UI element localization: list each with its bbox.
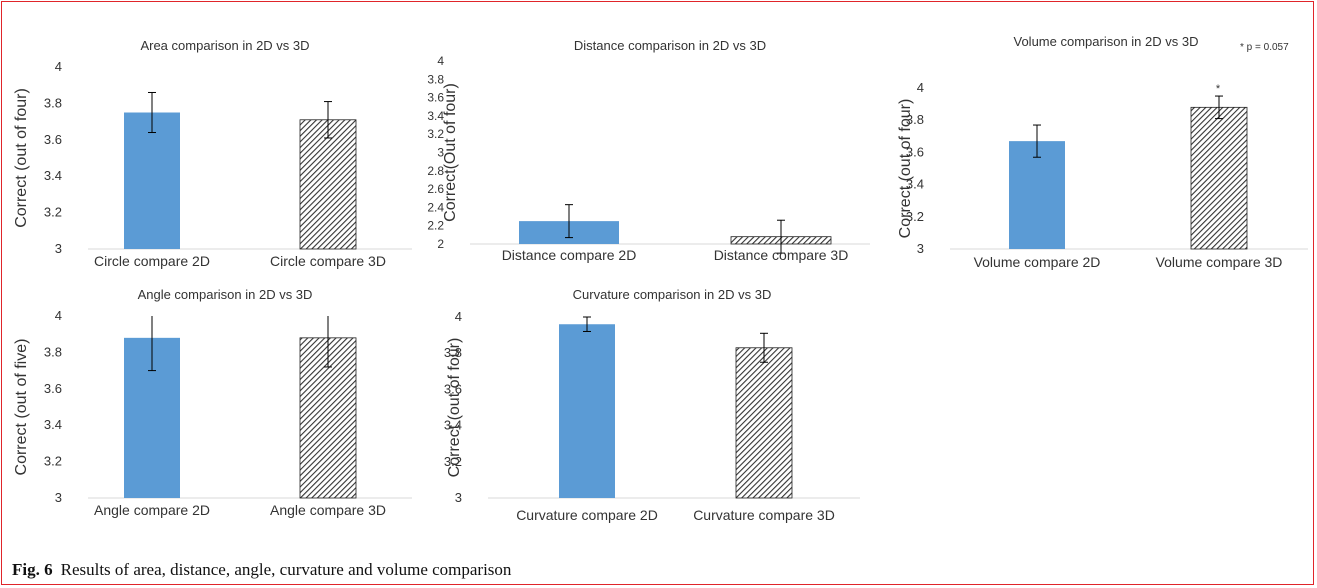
- y-tick-label: 3.2: [427, 127, 444, 141]
- y-tick-label: 2.4: [427, 200, 444, 214]
- y-tick-label: 3.2: [44, 454, 62, 469]
- y-tick-label: 3: [917, 241, 924, 256]
- chart-title: Area comparison in 2D vs 3D: [140, 38, 309, 53]
- category-label: Circle compare 3D: [270, 253, 386, 269]
- y-tick-label: 3: [55, 490, 62, 505]
- bar-3d: [735, 347, 793, 499]
- y-tick-label: 3.8: [44, 344, 62, 359]
- y-tick-label: 4: [455, 309, 462, 324]
- bar-2d: [124, 112, 180, 249]
- category-label: Curvature compare 3D: [693, 507, 835, 523]
- y-tick-label: 3: [437, 146, 444, 160]
- caption-text: Results of area, distance, angle, curvat…: [60, 560, 512, 579]
- bar-3d: [1190, 106, 1248, 250]
- y-tick-label: 3.6: [906, 144, 924, 159]
- y-tick-label: 3: [455, 490, 462, 505]
- bar-3d: [299, 119, 357, 250]
- figure-charts: Area comparison in 2D vs 3D 3 3.2 3.4 3.6 3.8…: [13, 34, 1308, 523]
- y-tick-label: 2: [437, 237, 444, 251]
- y-tick-label: 2.2: [427, 219, 444, 233]
- y-tick-label: 3.4: [44, 417, 62, 432]
- y-tick-label: 3.4: [444, 418, 462, 433]
- y-tick-label: 3: [55, 241, 62, 256]
- chart-panel-4: Angle comparison in 2D vs 3D 3 3.2 3.4 3.6 3.…: [13, 287, 412, 518]
- chart-title: Distance comparison in 2D vs 3D: [574, 38, 766, 53]
- category-label: Volume compare 3D: [1156, 254, 1283, 270]
- y-tick-label: 3.6: [44, 132, 62, 147]
- y-axis-label: Correct (out of five): [13, 339, 30, 476]
- y-tick-label: 3.6: [427, 91, 444, 105]
- y-tick-label: 3.8: [427, 72, 444, 86]
- y-tick-label: 2.6: [427, 182, 444, 196]
- y-axis-label: Correct (out of four): [13, 88, 30, 228]
- y-tick-label: 4: [55, 308, 62, 323]
- chart-panel-3: Volume comparison in 2D vs 3D 3 3.2 3.4 3.6 3…: [897, 34, 1308, 270]
- y-tick-label: 3.2: [906, 209, 924, 224]
- chart-panel-5: Curvature comparison in 2D vs 3D 3 3.2 3.4 3…: [444, 287, 860, 523]
- figure-caption: Fig. 6 Results of area, distance, angle, …: [12, 560, 511, 580]
- y-tick-label: 4: [437, 54, 444, 68]
- y-tick-label: 4: [917, 80, 924, 95]
- y-tick-label: 3.2: [44, 205, 62, 220]
- y-tick-label: 3.4: [427, 109, 444, 123]
- chart-title: Curvature comparison in 2D vs 3D: [573, 287, 772, 302]
- y-tick-label: 3.2: [444, 454, 462, 469]
- y-tick-label: 3.8: [444, 345, 462, 360]
- chart-panel-2: Distance comparison in 2D vs 3D 2 2.2 2.4 2.…: [427, 38, 870, 263]
- y-tick-label: 3.6: [44, 381, 62, 396]
- y-tick-label: 2.8: [427, 164, 444, 178]
- y-tick-label: 3.8: [44, 95, 62, 110]
- chart-title: Volume comparison in 2D vs 3D: [1014, 34, 1199, 49]
- bar-2d: [559, 324, 615, 498]
- category-label: Circle compare 2D: [94, 253, 210, 269]
- category-label: Volume compare 2D: [974, 254, 1101, 270]
- y-axis-label: Correct(Out of four): [442, 83, 459, 222]
- category-label: Distance compare 2D: [502, 247, 637, 263]
- y-axis-label: Correct (out of four): [446, 338, 463, 478]
- bar-2d: [1009, 141, 1065, 249]
- chart-panel-1: Area comparison in 2D vs 3D 3 3.2 3.4 3.6 3.8…: [13, 38, 412, 269]
- y-tick-label: 3.6: [444, 381, 462, 396]
- caption-label: Fig. 6: [12, 560, 53, 579]
- chart-title: Angle comparison in 2D vs 3D: [138, 287, 313, 302]
- category-label: Angle compare 2D: [94, 502, 210, 518]
- y-axis-label: Correct (out of four): [897, 99, 914, 239]
- y-tick-label: 3.4: [44, 168, 62, 183]
- p-value-annotation: * p = 0.057: [1240, 42, 1289, 53]
- category-label: Distance compare 3D: [714, 247, 849, 263]
- category-label: Angle compare 3D: [270, 502, 386, 518]
- y-tick-label: 3.4: [906, 177, 924, 192]
- y-tick-label: 3.8: [906, 112, 924, 127]
- category-label: Curvature compare 2D: [516, 507, 658, 523]
- significance-star: *: [1216, 83, 1221, 95]
- y-tick-label: 4: [55, 59, 62, 74]
